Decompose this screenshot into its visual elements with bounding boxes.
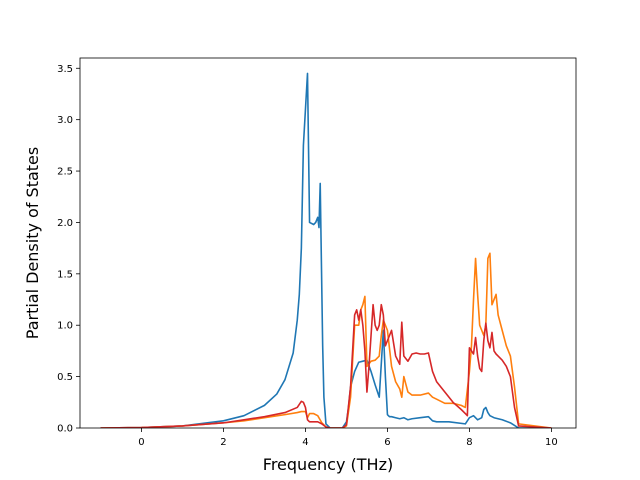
series-layer — [100, 72, 552, 428]
y-tick-label: 0.0 — [57, 424, 73, 435]
y-tick-label: 2.0 — [57, 218, 73, 229]
x-tick-label: 2 — [220, 437, 226, 448]
x-tick-label: 4 — [302, 437, 308, 448]
y-tick-label: 1.5 — [57, 269, 73, 280]
x-tick-label: 0 — [138, 437, 144, 448]
series-line-3 — [100, 303, 552, 428]
y-tick-label: 3.5 — [57, 64, 73, 75]
y-tick-label: 0.5 — [57, 372, 73, 383]
x-tick-label: 10 — [545, 437, 558, 448]
y-tick-label: 2.5 — [57, 167, 73, 178]
y-tick-label: 3.0 — [57, 115, 73, 126]
x-tick-label: 8 — [466, 437, 472, 448]
x-tick-label: 6 — [384, 437, 390, 448]
y-tick-label: 1.0 — [57, 321, 73, 332]
x-axis-label: Frequency (THz) — [263, 455, 393, 474]
plot-frame — [79, 57, 577, 429]
y-axis: 0.0 0.5 1.0 1.5 2.0 2.5 3.0 3.5 — [57, 64, 80, 435]
series-line-2 — [100, 252, 552, 428]
x-axis: 0 2 4 6 8 10 — [138, 428, 558, 448]
y-axis-label: Partial Density of States — [23, 147, 42, 339]
series-line-1 — [100, 72, 552, 428]
